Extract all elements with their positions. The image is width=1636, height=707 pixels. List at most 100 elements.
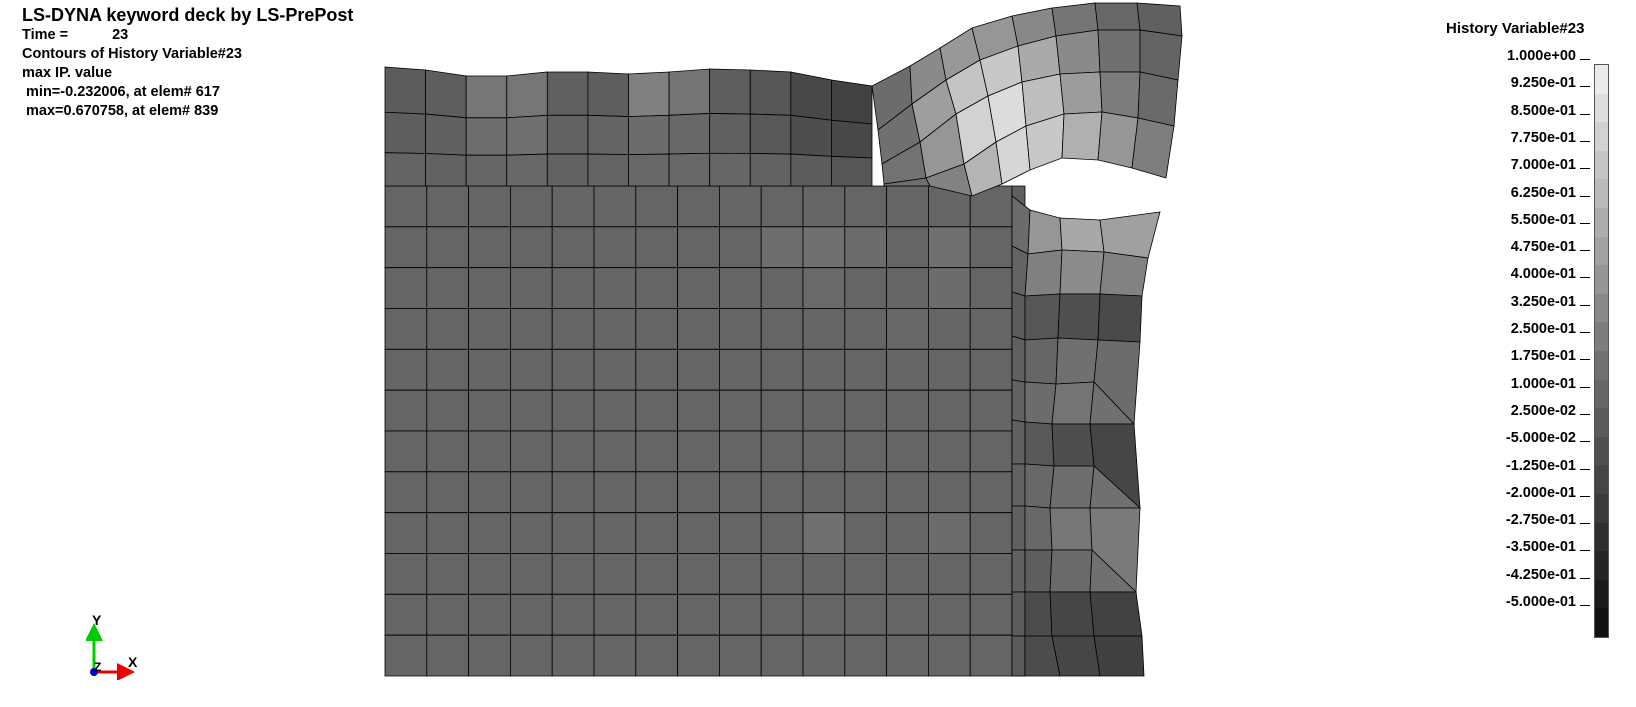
mesh-element [831,79,873,125]
legend-label: 3.250e-01 [1511,294,1590,310]
mesh-element [844,267,887,309]
mesh-element [426,430,470,473]
mesh-element [969,471,1013,514]
mesh-element [425,113,467,156]
legend-color-band [1595,436,1608,466]
mesh-element [802,512,846,554]
mesh-element [384,593,428,636]
mesh-element [677,267,720,309]
mesh-element [506,114,548,156]
time-readout: Time = 23 [22,26,353,45]
mesh-element [1059,249,1105,295]
legend-label: -5.000e-01 [1506,594,1590,610]
legend-label: 1.000e-01 [1511,376,1590,392]
mesh-element [551,348,595,391]
mesh-element [593,430,637,473]
mesh-element [928,267,971,309]
mesh-element [1027,209,1063,255]
mesh-element [426,634,470,677]
mesh-element [465,75,508,119]
mesh-element [668,68,711,116]
mesh-element [551,226,595,269]
time-value: 23 [112,27,129,43]
mesh-element [928,226,971,269]
mesh-element [384,226,428,269]
mesh-element [677,389,720,432]
mesh-element [760,226,804,269]
mesh-element [844,430,887,473]
mesh-element [886,634,929,677]
mesh-element [749,113,792,155]
mesh-element [1049,507,1093,551]
mesh-element [628,153,670,187]
mesh-element [1055,337,1099,385]
mesh-element [384,389,428,432]
mesh-element [1055,29,1101,75]
mesh-element [384,185,428,228]
mesh-element [551,593,595,636]
legend-color-band [1595,236,1608,266]
mesh-element [593,226,637,269]
mesh-element [1097,293,1143,343]
mesh-element [969,430,1013,473]
z-axis-label: Z [94,660,102,674]
mesh-element [719,308,762,350]
mesh-element [802,348,846,391]
mesh-element [593,593,637,636]
mesh-element [969,553,1013,595]
mesh-element [551,430,595,473]
legend-label: 2.500e-02 [1511,403,1590,419]
mesh-element [509,267,553,309]
mesh-element [1059,71,1103,115]
legend-color-band [1595,608,1608,637]
mesh-element [749,153,792,187]
mesh-element [546,153,589,187]
mesh-element [468,185,511,228]
mesh-element [709,152,751,187]
mesh-element [709,68,751,115]
mesh-element [928,553,971,595]
mesh-element [468,226,511,269]
mesh-element [1011,505,1026,551]
mesh-element [1011,195,1031,255]
legend-color-band [1595,207,1608,237]
mesh-element [749,69,792,116]
mesh-element [677,308,720,350]
mesh-element [628,114,670,156]
legend-label: 4.750e-01 [1511,239,1590,255]
mesh-element [468,389,511,432]
mesh-element [509,308,553,350]
mesh-element [426,389,470,432]
mesh-element [425,69,467,119]
mesh-element [790,71,832,121]
mesh-element [928,634,971,677]
mesh-element [384,152,426,187]
mesh-element [1024,249,1063,297]
mesh-element [426,593,470,636]
mesh-element [635,348,678,391]
mesh-element [719,634,762,677]
mesh-element [384,430,428,473]
mesh-element [426,471,470,514]
mesh-element [635,512,678,554]
legend-color-band [1595,551,1608,580]
mesh-element [802,553,846,595]
y-axis-label: Y [92,612,102,628]
mesh-element [384,66,426,115]
legend-label: 7.750e-01 [1511,130,1590,146]
mesh-element [1131,117,1175,179]
mesh-element [1094,2,1141,31]
mesh-element [886,471,929,514]
mesh-element [969,308,1013,350]
legend-label: 8.500e-01 [1511,103,1590,119]
mesh-element [551,308,595,350]
mesh-element [1059,217,1105,253]
mesh-element [1099,211,1161,259]
mesh-element [1011,335,1026,383]
mesh-element [509,634,553,677]
mesh-element [593,634,637,677]
mesh-element [1097,29,1141,73]
mesh-element [551,389,595,432]
mesh-element [628,71,670,117]
